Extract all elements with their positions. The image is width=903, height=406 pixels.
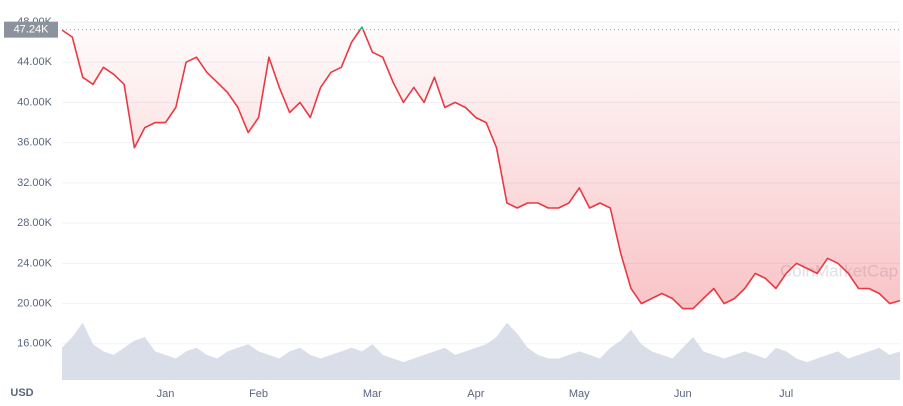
volume-area: [62, 322, 900, 380]
x-tick-label: Feb: [249, 388, 268, 400]
y-tick-label: 24.00K: [17, 257, 53, 269]
x-tick-label: Jun: [674, 388, 692, 400]
x-tick-label: Mar: [363, 388, 382, 400]
x-tick-label: Jul: [779, 388, 793, 400]
x-tick-label: May: [569, 388, 590, 400]
y-tick-label: 32.00K: [17, 177, 53, 189]
y-axis-label: USD: [10, 387, 33, 399]
price-marker-label: 47.24K: [14, 24, 50, 36]
y-tick-label: 36.00K: [17, 137, 53, 149]
x-tick-label: Jan: [157, 388, 175, 400]
y-tick-label: 44.00K: [17, 56, 53, 68]
y-tick-label: 28.00K: [17, 217, 53, 229]
price-marker-box: [4, 21, 58, 38]
y-tick-label: 16.00K: [17, 338, 53, 350]
price-area: [62, 27, 900, 309]
x-tick-label: Apr: [467, 388, 484, 400]
price-line: [61, 26, 901, 310]
y-tick-label: 20.00K: [17, 297, 53, 309]
y-tick-label: 40.00K: [17, 96, 53, 108]
